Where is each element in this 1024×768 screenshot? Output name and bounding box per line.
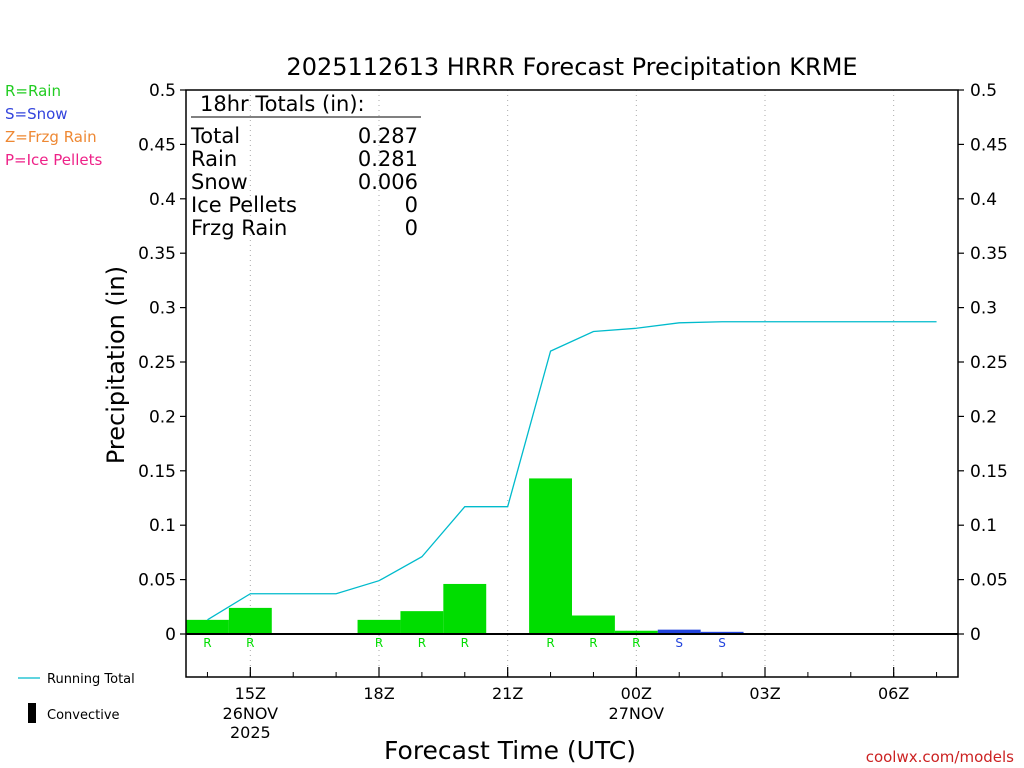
bar-rain [186, 619, 229, 634]
x-tick-year: 2025 [230, 723, 271, 742]
type-legend-item: R=Rain [5, 82, 61, 100]
y-tick-label-left: 0.3 [149, 299, 176, 319]
bar-rain [228, 607, 272, 634]
y-tick-label-left: 0.2 [149, 407, 176, 427]
y-tick-label-left: 0.1 [149, 516, 176, 536]
y-tick-label-right: 0.1 [970, 516, 997, 536]
x-tick-label: 00Z [621, 684, 652, 703]
bar-type-label: R [375, 636, 383, 650]
bar-snow [657, 629, 701, 634]
x-tick-label: 03Z [749, 684, 780, 703]
bar-type-label: R [418, 636, 426, 650]
y-tick-label-right: 0.5 [970, 81, 997, 101]
convective-swatch [28, 703, 36, 723]
bar-rain [443, 583, 487, 634]
site-credit: coolwx.com/models [866, 748, 1014, 766]
x-axis-title: Forecast Time (UTC) [384, 736, 636, 765]
x-tick-label: 15Z [235, 684, 266, 703]
totals-header: 18hr Totals (in): [200, 92, 365, 116]
type-legend-item: S=Snow [5, 105, 68, 123]
y-tick-label-left: 0.15 [138, 462, 176, 482]
type-legend-item: Z=Frzg Rain [5, 128, 97, 146]
y-tick-label-left: 0.05 [138, 571, 176, 591]
y-tick-label-right: 0.2 [970, 407, 997, 427]
bottom-legend: Running Total Convective [18, 672, 135, 723]
totals-row-value: 0 [405, 193, 418, 217]
y-axis-title: Precipitation (in) [102, 266, 130, 464]
y-tick-label-left: 0.25 [138, 353, 176, 373]
bar-rain [614, 630, 658, 634]
bar-rain [400, 611, 444, 634]
totals-row-value: 0 [405, 216, 418, 240]
bar-type-label: R [546, 636, 554, 650]
y-tick-label-right: 0.3 [970, 299, 997, 319]
totals-row-label: Total [190, 124, 240, 148]
totals-box: 18hr Totals (in): Total 0.287 Rain 0.281 Sno… [190, 92, 421, 240]
running-total-line [207, 321, 937, 621]
totals-row-label: Frzg Rain [191, 216, 287, 240]
totals-row-label: Rain [191, 147, 237, 171]
bar-rain [529, 478, 572, 634]
bar-type-label: R [246, 636, 254, 650]
y-tick-label-right: 0.05 [970, 571, 1008, 591]
x-tick-date: 27NOV [609, 704, 665, 723]
precip-type-legend: R=Rain S=Snow Z=Frzg Rain P=Ice Pellets [5, 82, 102, 169]
bar-type-label: R [632, 636, 640, 650]
bar-rain [572, 615, 615, 634]
y-tick-label-left: 0.5 [149, 81, 176, 101]
totals-row-label: Snow [191, 170, 248, 194]
y-tick-label-right: 0.35 [970, 244, 1008, 264]
bars-layer [186, 478, 958, 635]
totals-row-value: 0.281 [358, 147, 418, 171]
totals-rows: Total 0.287 Rain 0.281 Snow 0.006 Ice Pellets 0… [190, 124, 418, 240]
x-tick-label: 06Z [878, 684, 909, 703]
y-tick-label-right: 0.15 [970, 462, 1008, 482]
bar-rain [357, 619, 401, 634]
bar-type-label: R [203, 636, 211, 650]
running-total-layer [207, 321, 937, 621]
bar-type-label: S [718, 636, 726, 650]
type-legend-item: P=Ice Pellets [5, 151, 102, 169]
bar-type-label: R [461, 636, 469, 650]
totals-row-value: 0.006 [358, 170, 418, 194]
bar-type-label: S [675, 636, 683, 650]
x-tick-label: 21Z [492, 684, 523, 703]
totals-row-label: Ice Pellets [191, 193, 297, 217]
y-tick-label-right: 0.45 [970, 135, 1008, 155]
bar-type-label: R [589, 636, 597, 650]
y-tick-label-left: 0 [165, 625, 176, 645]
convective-legend-label: Convective [47, 708, 120, 723]
y-tick-label-left: 0.4 [149, 190, 176, 210]
y-axis: 0.5 0.5 0.45 0.45 0.4 0.4 0.35 0.35 0.3 0.3 0.25 0.… [138, 81, 1008, 645]
y-tick-label-left: 0.35 [138, 244, 176, 264]
chart-title: 2025112613 HRRR Forecast Precipitation K… [286, 53, 857, 81]
y-tick-label-right: 0 [970, 625, 981, 645]
totals-row-value: 0.287 [358, 124, 418, 148]
running-total-legend-label: Running Total [47, 672, 135, 687]
x-tick-date: 26NOV [223, 704, 279, 723]
y-tick-label-left: 0.45 [138, 135, 176, 155]
plot-frame [185, 89, 959, 678]
y-tick-label-right: 0.25 [970, 353, 1008, 373]
y-tick-label-right: 0.4 [970, 190, 997, 210]
bar-snow [700, 631, 744, 634]
x-tick-label: 18Z [363, 684, 394, 703]
